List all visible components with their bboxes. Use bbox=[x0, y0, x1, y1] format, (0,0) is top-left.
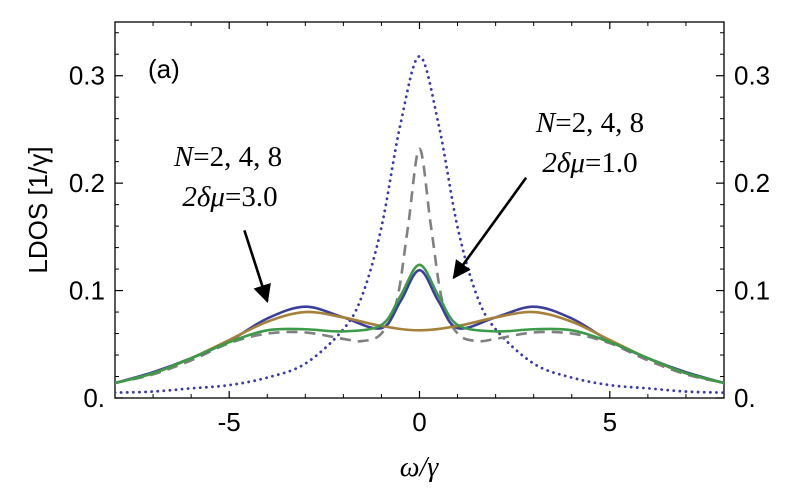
svg-text:2δμ=3.0: 2δμ=3.0 bbox=[182, 181, 277, 213]
series-layer bbox=[115, 54, 724, 395]
annotation-right-line1: =2, 4, 8 bbox=[555, 107, 644, 139]
annotation-right-line2: =1.0 bbox=[585, 147, 638, 179]
svg-text:2δμ=1.0: 2δμ=1.0 bbox=[542, 147, 637, 179]
y-tick-label-left: 0. bbox=[83, 383, 105, 413]
annotation-right: N=2, 4, 8 2δμ=1.0 bbox=[452, 107, 644, 280]
annotation-left-line2: =3.0 bbox=[225, 181, 278, 213]
y-tick-label-right: 0.3 bbox=[734, 61, 770, 91]
svg-text:N=2, 4, 8: N=2, 4, 8 bbox=[173, 141, 282, 173]
series-line-2 bbox=[115, 268, 724, 385]
series-line-4 bbox=[115, 263, 724, 385]
annotation-left-math: 2δμ bbox=[182, 181, 225, 213]
series-line-0 bbox=[115, 54, 724, 395]
annotation-right-var: N bbox=[535, 107, 557, 139]
x-tick-label: 0 bbox=[412, 407, 426, 437]
arrow-right bbox=[452, 177, 528, 280]
ticks-layer: -5 0 5 0. 0. 0.1 0.1 0.2 0.2 0.3 0.3 bbox=[69, 22, 770, 437]
svg-text:N=2, 4, 8: N=2, 4, 8 bbox=[535, 107, 644, 139]
y-tick-label-left: 0.3 bbox=[69, 61, 105, 91]
y-tick-label-left: 0.1 bbox=[69, 276, 105, 306]
annotation-left: N=2, 4, 8 2δμ=3.0 bbox=[173, 141, 282, 304]
x-axis-label: ω/γ bbox=[400, 452, 440, 483]
x-tick-label: -5 bbox=[218, 407, 241, 437]
annotation-left-line1: =2, 4, 8 bbox=[193, 141, 282, 173]
y-axis-label: LDOS [1/γ] bbox=[23, 146, 53, 273]
series-line-1 bbox=[115, 147, 724, 385]
panel-label: (a) bbox=[148, 54, 180, 84]
series-line-3 bbox=[115, 310, 724, 385]
arrow-left bbox=[243, 230, 271, 304]
y-tick-label-right: 0. bbox=[734, 383, 756, 413]
annotation-right-math: 2δμ bbox=[542, 147, 585, 179]
x-tick-label: 5 bbox=[603, 407, 617, 437]
annotation-left-var: N bbox=[173, 141, 195, 173]
y-tick-label-right: 0.1 bbox=[734, 276, 770, 306]
y-tick-label-left: 0.2 bbox=[69, 168, 105, 198]
y-tick-label-right: 0.2 bbox=[734, 168, 770, 198]
